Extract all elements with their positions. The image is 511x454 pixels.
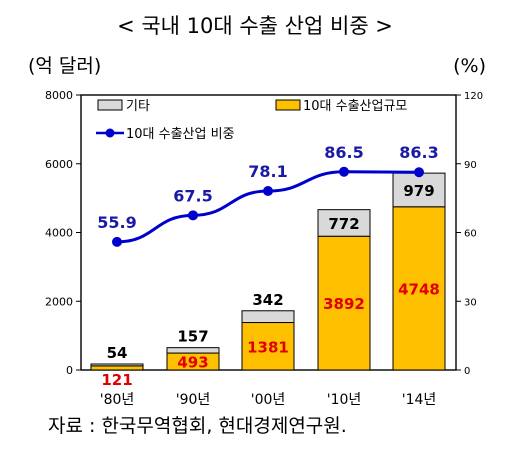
share-point — [112, 236, 122, 247]
category-label: '14년 — [402, 392, 437, 408]
bar-top10-value-label: 3892 — [323, 295, 365, 313]
share-point — [263, 186, 273, 197]
left-axis: 0 2000 4000 6000 8000 — [45, 89, 81, 377]
category-labels: '80년 '90년 '00년 '10년 '14년 — [100, 392, 437, 408]
share-value-label: 86.3 — [399, 143, 438, 162]
line-series: 55.9 67.5 78.1 86.5 86.3 — [97, 143, 439, 247]
legend: 기타 10대 수출산업규모 10대 수출산업 비중 — [96, 99, 407, 142]
bar-top10-segment — [317, 235, 371, 371]
bar-other-segment — [317, 209, 371, 237]
left-axis-tick-label: 2000 — [45, 295, 73, 308]
bar-top10-value-label: 493 — [177, 354, 208, 372]
right-axis-unit: (%) — [453, 55, 486, 77]
share-line — [116, 170, 420, 244]
right-axis: 0 30 60 90 120 — [456, 91, 483, 377]
bar-top10-value-label: 4748 — [398, 280, 440, 298]
share-point — [414, 167, 424, 178]
source-note: 자료 : 한국무역협회, 현대경제연구원. — [48, 415, 347, 437]
left-axis-tick-label: 8000 — [45, 89, 73, 102]
bar-other-value-label: 157 — [177, 328, 208, 346]
bars: 121 54 493 157 1381 342 3892 772 4748 979 — [90, 172, 446, 389]
right-axis-tick-label: 120 — [464, 91, 483, 102]
right-axis-tick-label: 90 — [464, 160, 477, 171]
left-axis-tick-label: 4000 — [45, 227, 73, 240]
share-point — [188, 210, 198, 221]
legend-swatch-top10 — [275, 99, 301, 111]
category-label: '90년 — [176, 392, 211, 408]
bar-other-value-label: 979 — [403, 182, 434, 200]
legend-label-other: 기타 — [126, 99, 150, 114]
bar-top10-value-label: 121 — [101, 371, 132, 389]
bar-other-segment — [166, 347, 220, 354]
category-label: '00년 — [251, 392, 286, 408]
bar-top10-value-label: 1381 — [247, 338, 289, 356]
share-value-label: 67.5 — [173, 186, 212, 205]
legend-swatch-other — [97, 99, 123, 111]
share-point — [339, 166, 349, 177]
bar-other-segment — [241, 310, 295, 324]
bar-other-segment — [392, 172, 446, 208]
right-axis-tick-label: 60 — [464, 229, 477, 240]
legend-label-top10: 10대 수출산업규모 — [303, 99, 407, 114]
left-axis-tick-label: 0 — [66, 364, 73, 377]
bar-other-value-label: 54 — [107, 344, 128, 362]
share-value-label: 78.1 — [248, 162, 287, 181]
share-value-label: 55.9 — [97, 213, 136, 232]
bar-top10-segment — [241, 322, 295, 371]
bar-top10-segment — [90, 365, 144, 371]
bar-other-value-label: 342 — [252, 291, 283, 309]
bar-top10-segment — [392, 206, 446, 371]
category-label: '80년 — [100, 392, 135, 408]
right-axis-tick-label: 30 — [464, 297, 477, 308]
left-axis-unit: (억 달러) — [28, 55, 101, 77]
share-value-label: 86.5 — [324, 143, 363, 162]
legend-marker-share — [105, 128, 115, 138]
left-axis-tick-label: 6000 — [45, 158, 73, 171]
right-axis-tick-label: 0 — [464, 366, 470, 377]
bar-other-segment — [90, 363, 144, 367]
category-label: '10년 — [327, 392, 362, 408]
chart-title: < 국내 10대 수출 산업 비중 > — [117, 14, 393, 38]
legend-label-share: 10대 수출산업 비중 — [126, 127, 235, 142]
bar-other-value-label: 772 — [328, 215, 359, 233]
